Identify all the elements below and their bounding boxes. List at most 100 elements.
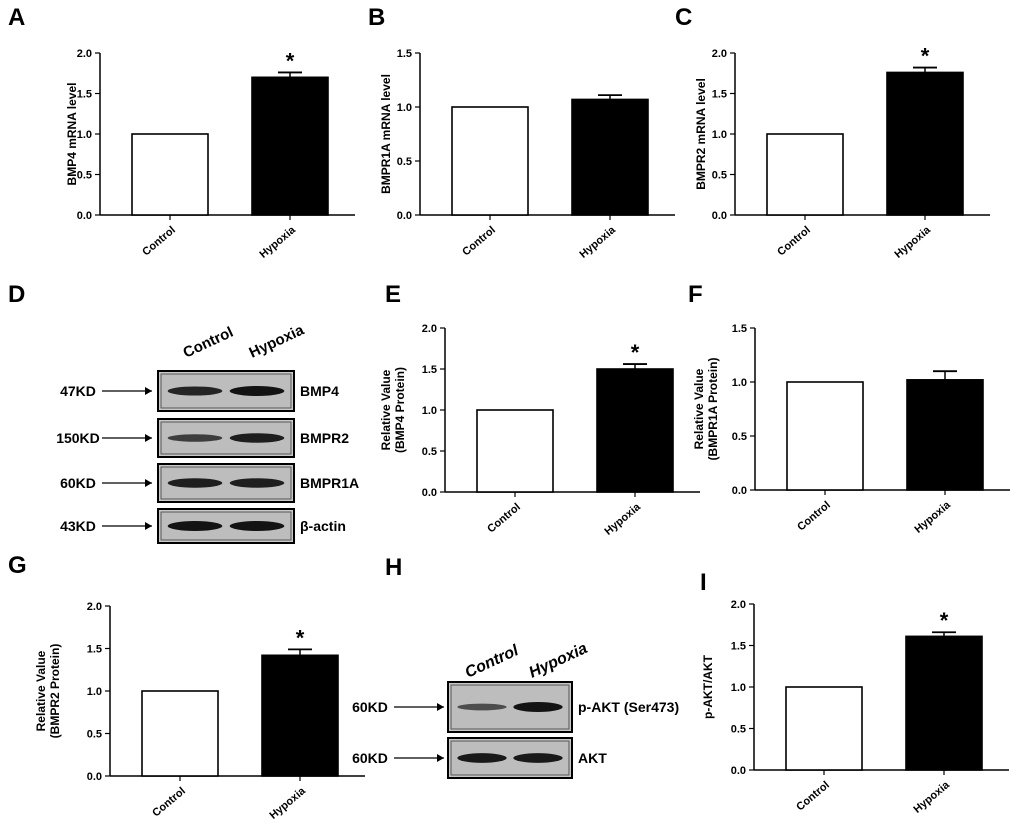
y-axis-label-line: Relative Value (692, 368, 706, 449)
significance-star: * (286, 48, 295, 73)
chart-panel-b: B 0.0 0.5 1.0 1.5 BMPR1A mRNA level Control Hyp… (368, 4, 675, 261)
panel-letter: F (688, 281, 703, 308)
chart-panel-i: I 0.0 0.5 1.0 1.5 2.0 p-AKT/AKT Control * Hypoxia (700, 569, 1009, 816)
x-category-label: Control (794, 779, 832, 813)
bar-control (476, 409, 554, 493)
blot-band (229, 386, 285, 396)
y-tick-label: 2.0 (77, 48, 92, 60)
blot-band (229, 433, 285, 443)
x-category-label: Hypoxia (912, 499, 953, 536)
y-tick-label: 0.5 (422, 446, 437, 458)
y-tick-label: 0.5 (731, 724, 746, 736)
panel-letter: D (8, 281, 25, 308)
protein-label: AKT (578, 750, 607, 766)
bar-hypoxia (571, 98, 649, 216)
molecular-weight-marker: 60KD (352, 750, 388, 766)
blot-band (513, 753, 563, 763)
y-axis-label: Relative Value(BMP4 Protein) (379, 367, 407, 453)
bar-hypoxia (596, 368, 674, 493)
bar-hypoxia (906, 379, 984, 491)
blot-band (229, 521, 285, 531)
chart-panel-e: E 0.0 0.5 1.0 1.5 2.0 Relative Value(BMP4 Prot… (379, 281, 700, 538)
blot-band (457, 753, 507, 763)
blot-band (167, 521, 223, 531)
bar-control (786, 381, 864, 491)
panel-letter: B (368, 4, 385, 31)
y-tick-label: 0.0 (77, 210, 92, 222)
y-tick-label: 1.0 (397, 102, 412, 114)
western-blot-d: D Control Hypoxia 47KD BMP4 150KD BMPR2 60KD BMP… (8, 281, 359, 544)
y-axis-label: BMPR2 mRNA level (694, 78, 708, 190)
blot-lane-header: Hypoxia (527, 640, 591, 682)
blot-band (167, 386, 223, 396)
y-tick-label: 1.5 (732, 323, 747, 335)
x-category-label: Hypoxia (892, 224, 933, 261)
y-tick-label: 1.5 (77, 89, 92, 101)
y-tick-label: 0.0 (712, 210, 727, 222)
y-axis-label-line: BMPR1A mRNA level (379, 74, 393, 194)
significance-star: * (921, 44, 930, 69)
protein-label: β-actin (300, 518, 346, 534)
blot-band (167, 478, 223, 488)
x-category-label: Control (795, 499, 833, 533)
y-tick-label: 2.0 (87, 601, 102, 613)
panel-letter: A (8, 4, 25, 31)
protein-label: p-AKT (Ser473) (578, 699, 679, 715)
bar-control (451, 106, 529, 216)
blot-band (167, 434, 223, 442)
bar-control (141, 690, 219, 777)
y-axis-label-line: p-AKT/AKT (701, 654, 715, 719)
x-category-label: Control (140, 224, 178, 258)
molecular-weight-marker: 60KD (60, 475, 96, 491)
y-tick-label: 1.5 (422, 364, 437, 376)
protein-label: BMP4 (300, 383, 339, 399)
y-tick-label: 1.5 (731, 641, 746, 653)
x-category-label: Hypoxia (911, 779, 952, 816)
chart-panel-a: A 0.0 0.5 1.0 1.5 2.0 BMP4 mRNA level Control * H… (8, 4, 355, 261)
y-tick-label: 1.5 (712, 89, 727, 101)
bar-control (785, 686, 863, 771)
y-tick-label: 0.0 (422, 487, 437, 499)
blot-lane-header: Control (463, 642, 522, 682)
marker-arrowhead (145, 434, 152, 442)
marker-arrowhead (437, 703, 444, 711)
y-axis-label: Relative Value(BMPR2 Protein) (34, 644, 62, 739)
y-tick-label: 0.5 (712, 170, 727, 182)
blot-lane-header: Hypoxia (247, 321, 308, 361)
y-axis-label: BMPR1A mRNA level (379, 74, 393, 194)
x-category-label: Control (460, 224, 498, 258)
blot-band (513, 702, 563, 712)
marker-arrowhead (145, 479, 152, 487)
y-axis-label-line: BMPR2 mRNA level (694, 78, 708, 190)
y-tick-label: 2.0 (731, 599, 746, 611)
marker-arrowhead (437, 754, 444, 762)
bar-hypoxia (905, 635, 983, 771)
y-axis-label-line: Relative Value (379, 369, 393, 450)
panel-letter: H (385, 554, 402, 581)
blot-band (229, 478, 285, 488)
y-axis-label: BMP4 mRNA level (65, 83, 79, 186)
bar-hypoxia (261, 654, 339, 777)
y-axis-label: Relative Value(BMPR1A Protein) (692, 358, 720, 461)
significance-star: * (296, 625, 305, 650)
x-category-label: Control (150, 785, 188, 819)
y-tick-label: 0.5 (87, 729, 102, 741)
y-tick-label: 0.0 (87, 771, 102, 783)
blot-band (457, 703, 507, 711)
panel-letter: G (8, 552, 27, 579)
molecular-weight-marker: 43KD (60, 518, 96, 534)
y-tick-label: 1.0 (712, 129, 727, 141)
y-tick-label: 0.5 (732, 431, 747, 443)
marker-arrowhead (145, 387, 152, 395)
bar-control (766, 133, 844, 216)
marker-arrowhead (145, 522, 152, 530)
y-tick-label: 1.5 (397, 48, 412, 60)
x-category-label: Hypoxia (267, 785, 308, 822)
y-tick-label: 1.0 (87, 686, 102, 698)
x-category-label: Hypoxia (602, 501, 643, 538)
western-blot-h: H Control Hypoxia 60KD p-AKT (Ser473) 60KD AKT (352, 554, 679, 779)
molecular-weight-marker: 150KD (56, 430, 100, 446)
chart-panel-f: F 0.0 0.5 1.0 1.5 Relative Value(BMPR1A Prote… (688, 281, 1010, 536)
y-tick-label: 1.0 (731, 682, 746, 694)
